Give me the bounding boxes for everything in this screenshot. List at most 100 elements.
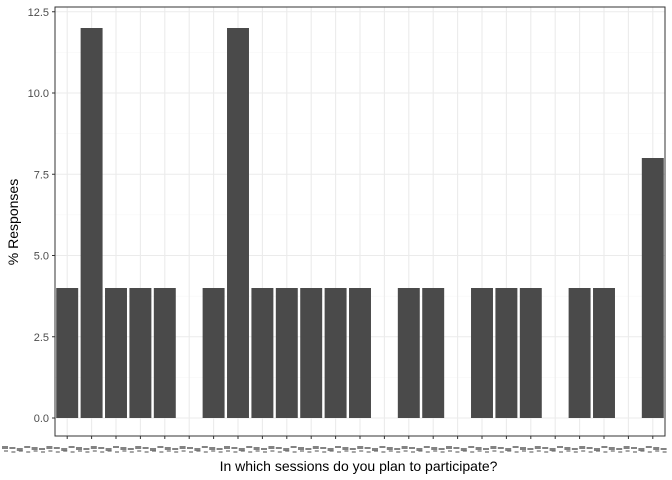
x-tick-label-fragment xyxy=(105,448,112,451)
x-tick-label-fragment xyxy=(312,446,319,449)
x-tick-label-fragment xyxy=(320,447,327,449)
x-tick-label-fragment xyxy=(579,446,586,449)
x-tick-label-fragment xyxy=(189,451,193,453)
x-axis xyxy=(2,436,667,453)
x-tick-label-fragment xyxy=(431,447,438,450)
x-tick-label-fragment xyxy=(342,447,349,450)
x-tick-label-fragment xyxy=(127,448,134,450)
x-tick-label-fragment xyxy=(596,450,600,452)
x-tick-label-fragment xyxy=(135,446,142,449)
x-tick-label-fragment xyxy=(2,446,8,449)
x-tick-label-fragment xyxy=(618,451,623,453)
x-tick-label-fragment xyxy=(564,447,571,450)
x-tick-label-fragment xyxy=(113,446,119,448)
x-tick-label-fragment xyxy=(152,450,156,452)
bar xyxy=(349,288,371,418)
x-tick-label-fragment xyxy=(653,447,660,450)
x-tick-label-fragment xyxy=(573,451,578,453)
x-tick-label-fragment xyxy=(164,447,171,450)
x-tick-label-fragment xyxy=(374,450,378,452)
x-tick-label-fragment xyxy=(4,450,8,452)
x-tick-label-fragment xyxy=(218,451,223,453)
x-tick-label-fragment xyxy=(351,451,356,453)
x-tick-label-fragment xyxy=(549,448,556,451)
x-tick-label-fragment xyxy=(586,447,593,449)
y-axis: 0.0 2.5 5.0 7.5 10.0 12.5 xyxy=(28,7,55,425)
x-tick-label-fragment xyxy=(460,448,467,451)
x-tick-label-fragment xyxy=(31,447,38,450)
x-tick-label-fragment xyxy=(485,451,489,453)
x-tick-label-fragment xyxy=(174,451,179,453)
bar xyxy=(275,288,298,418)
x-tick-label-fragment xyxy=(366,451,371,453)
x-tick-label-fragment xyxy=(631,447,637,449)
bar xyxy=(227,28,249,418)
x-tick-label-fragment xyxy=(166,450,171,452)
x-tick-label-fragment xyxy=(292,451,297,453)
x-tick-label-fragment xyxy=(159,451,164,453)
x-tick-label-fragment xyxy=(349,448,356,450)
x-tick-label-fragment xyxy=(418,450,423,452)
bar xyxy=(324,288,347,418)
x-tick-label-fragment xyxy=(468,446,475,448)
x-tick-label-fragment xyxy=(623,446,630,449)
bar xyxy=(641,158,664,418)
x-tick-label-fragment xyxy=(238,448,245,451)
x-tick-label-fragment xyxy=(83,448,90,450)
x-tick-label-fragment xyxy=(246,446,253,448)
x-tick-label-fragment xyxy=(438,448,445,450)
x-tick-label-fragment xyxy=(357,446,364,449)
x-tick-label-fragment xyxy=(344,450,349,452)
x-tick-label-fragment xyxy=(187,447,193,449)
bar xyxy=(202,288,225,418)
x-tick-label-fragment xyxy=(233,451,238,453)
bar xyxy=(422,288,445,418)
x-tick-label-fragment xyxy=(300,450,304,452)
x-tick-label-fragment xyxy=(477,450,482,452)
x-tick-label-fragment xyxy=(231,447,238,449)
x-tick-label-fragment xyxy=(594,448,600,451)
x-tick-label-fragment xyxy=(335,446,341,448)
x-tick-label-fragment xyxy=(283,448,290,451)
x-tick-label-fragment xyxy=(24,446,31,448)
x-tick-label-fragment xyxy=(85,451,90,453)
x-tick-label-fragment xyxy=(270,450,275,452)
x-tick-label-fragment xyxy=(603,451,608,453)
x-tick-label-fragment xyxy=(201,446,208,448)
x-tick-label-fragment xyxy=(194,448,201,451)
x-tick-label-fragment xyxy=(542,447,549,449)
bar xyxy=(56,288,79,418)
x-tick-label-fragment xyxy=(122,450,127,452)
x-tick-label-fragment xyxy=(63,450,68,452)
x-tick-label-fragment xyxy=(520,447,526,450)
x-tick-label-fragment xyxy=(253,447,260,450)
x-tick-label-fragment xyxy=(100,451,105,453)
x-tick-label-fragment xyxy=(181,450,186,452)
x-tick-label-fragment xyxy=(566,450,571,452)
x-tick-label-fragment xyxy=(314,450,319,452)
x-tick-label-fragment xyxy=(394,448,401,450)
bar xyxy=(495,288,518,418)
x-tick-label-fragment xyxy=(172,448,179,450)
x-tick-label-fragment xyxy=(196,450,201,452)
bar xyxy=(129,288,152,418)
x-tick-label-fragment xyxy=(70,451,75,453)
x-tick-label-fragment xyxy=(240,450,245,452)
x-tick-label-fragment xyxy=(307,451,312,453)
x-tick-label-fragment xyxy=(492,450,497,452)
x-tick-label-fragment xyxy=(379,446,386,448)
x-tick-label-fragment xyxy=(411,451,415,453)
x-tick-label-fragment xyxy=(209,447,216,450)
x-tick-label-fragment xyxy=(41,451,45,453)
x-tick-label-fragment xyxy=(446,446,452,449)
x-tick-label-fragment xyxy=(440,451,445,453)
x-tick-label-fragment xyxy=(285,450,290,452)
y-axis-title: % Responses xyxy=(5,179,21,265)
x-tick-labels-overlap xyxy=(2,446,667,453)
x-tick-label-fragment xyxy=(107,450,112,452)
x-tick-label-fragment xyxy=(78,450,82,452)
x-tick-label-fragment xyxy=(403,450,408,452)
x-tick-label-fragment xyxy=(551,450,556,452)
x-tick-label-fragment xyxy=(144,451,149,453)
x-tick-label-fragment xyxy=(359,450,364,452)
